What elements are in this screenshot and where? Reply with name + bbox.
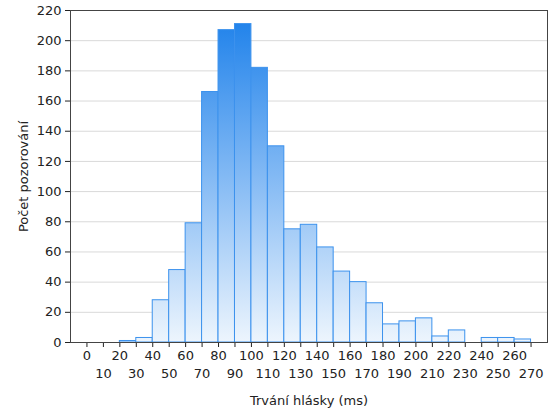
svg-text:120: 120 bbox=[37, 154, 62, 169]
svg-text:250: 250 bbox=[486, 366, 511, 381]
svg-text:90: 90 bbox=[227, 366, 244, 381]
svg-text:220: 220 bbox=[436, 348, 461, 363]
svg-text:200: 200 bbox=[403, 348, 428, 363]
svg-text:20: 20 bbox=[45, 304, 62, 319]
svg-text:10: 10 bbox=[95, 366, 112, 381]
svg-text:80: 80 bbox=[45, 214, 62, 229]
svg-text:220: 220 bbox=[37, 3, 62, 18]
svg-text:270: 270 bbox=[519, 366, 544, 381]
svg-text:100: 100 bbox=[37, 184, 62, 199]
svg-text:40: 40 bbox=[144, 348, 161, 363]
svg-text:160: 160 bbox=[37, 93, 62, 108]
svg-text:210: 210 bbox=[420, 366, 445, 381]
svg-text:Trvání hlásky (ms): Trvání hlásky (ms) bbox=[249, 393, 368, 408]
svg-text:60: 60 bbox=[177, 348, 194, 363]
svg-text:190: 190 bbox=[387, 366, 412, 381]
svg-text:180: 180 bbox=[371, 348, 396, 363]
svg-text:160: 160 bbox=[338, 348, 363, 363]
svg-text:120: 120 bbox=[272, 348, 297, 363]
svg-text:Počet pozorování: Počet pozorování bbox=[16, 121, 31, 233]
svg-text:100: 100 bbox=[239, 348, 264, 363]
svg-text:140: 140 bbox=[37, 123, 62, 138]
svg-text:180: 180 bbox=[37, 63, 62, 78]
svg-text:200: 200 bbox=[37, 33, 62, 48]
svg-text:50: 50 bbox=[161, 366, 178, 381]
svg-text:110: 110 bbox=[255, 366, 280, 381]
svg-text:130: 130 bbox=[288, 366, 313, 381]
svg-text:140: 140 bbox=[305, 348, 330, 363]
svg-text:0: 0 bbox=[83, 348, 91, 363]
svg-text:40: 40 bbox=[45, 274, 62, 289]
svg-text:60: 60 bbox=[45, 244, 62, 259]
svg-text:70: 70 bbox=[194, 366, 211, 381]
svg-text:170: 170 bbox=[354, 366, 379, 381]
svg-text:80: 80 bbox=[210, 348, 227, 363]
svg-text:20: 20 bbox=[112, 348, 129, 363]
svg-text:30: 30 bbox=[128, 366, 145, 381]
svg-text:230: 230 bbox=[453, 366, 478, 381]
svg-text:150: 150 bbox=[321, 366, 346, 381]
svg-text:260: 260 bbox=[502, 348, 527, 363]
svg-text:240: 240 bbox=[469, 348, 494, 363]
svg-text:0: 0 bbox=[53, 335, 61, 350]
